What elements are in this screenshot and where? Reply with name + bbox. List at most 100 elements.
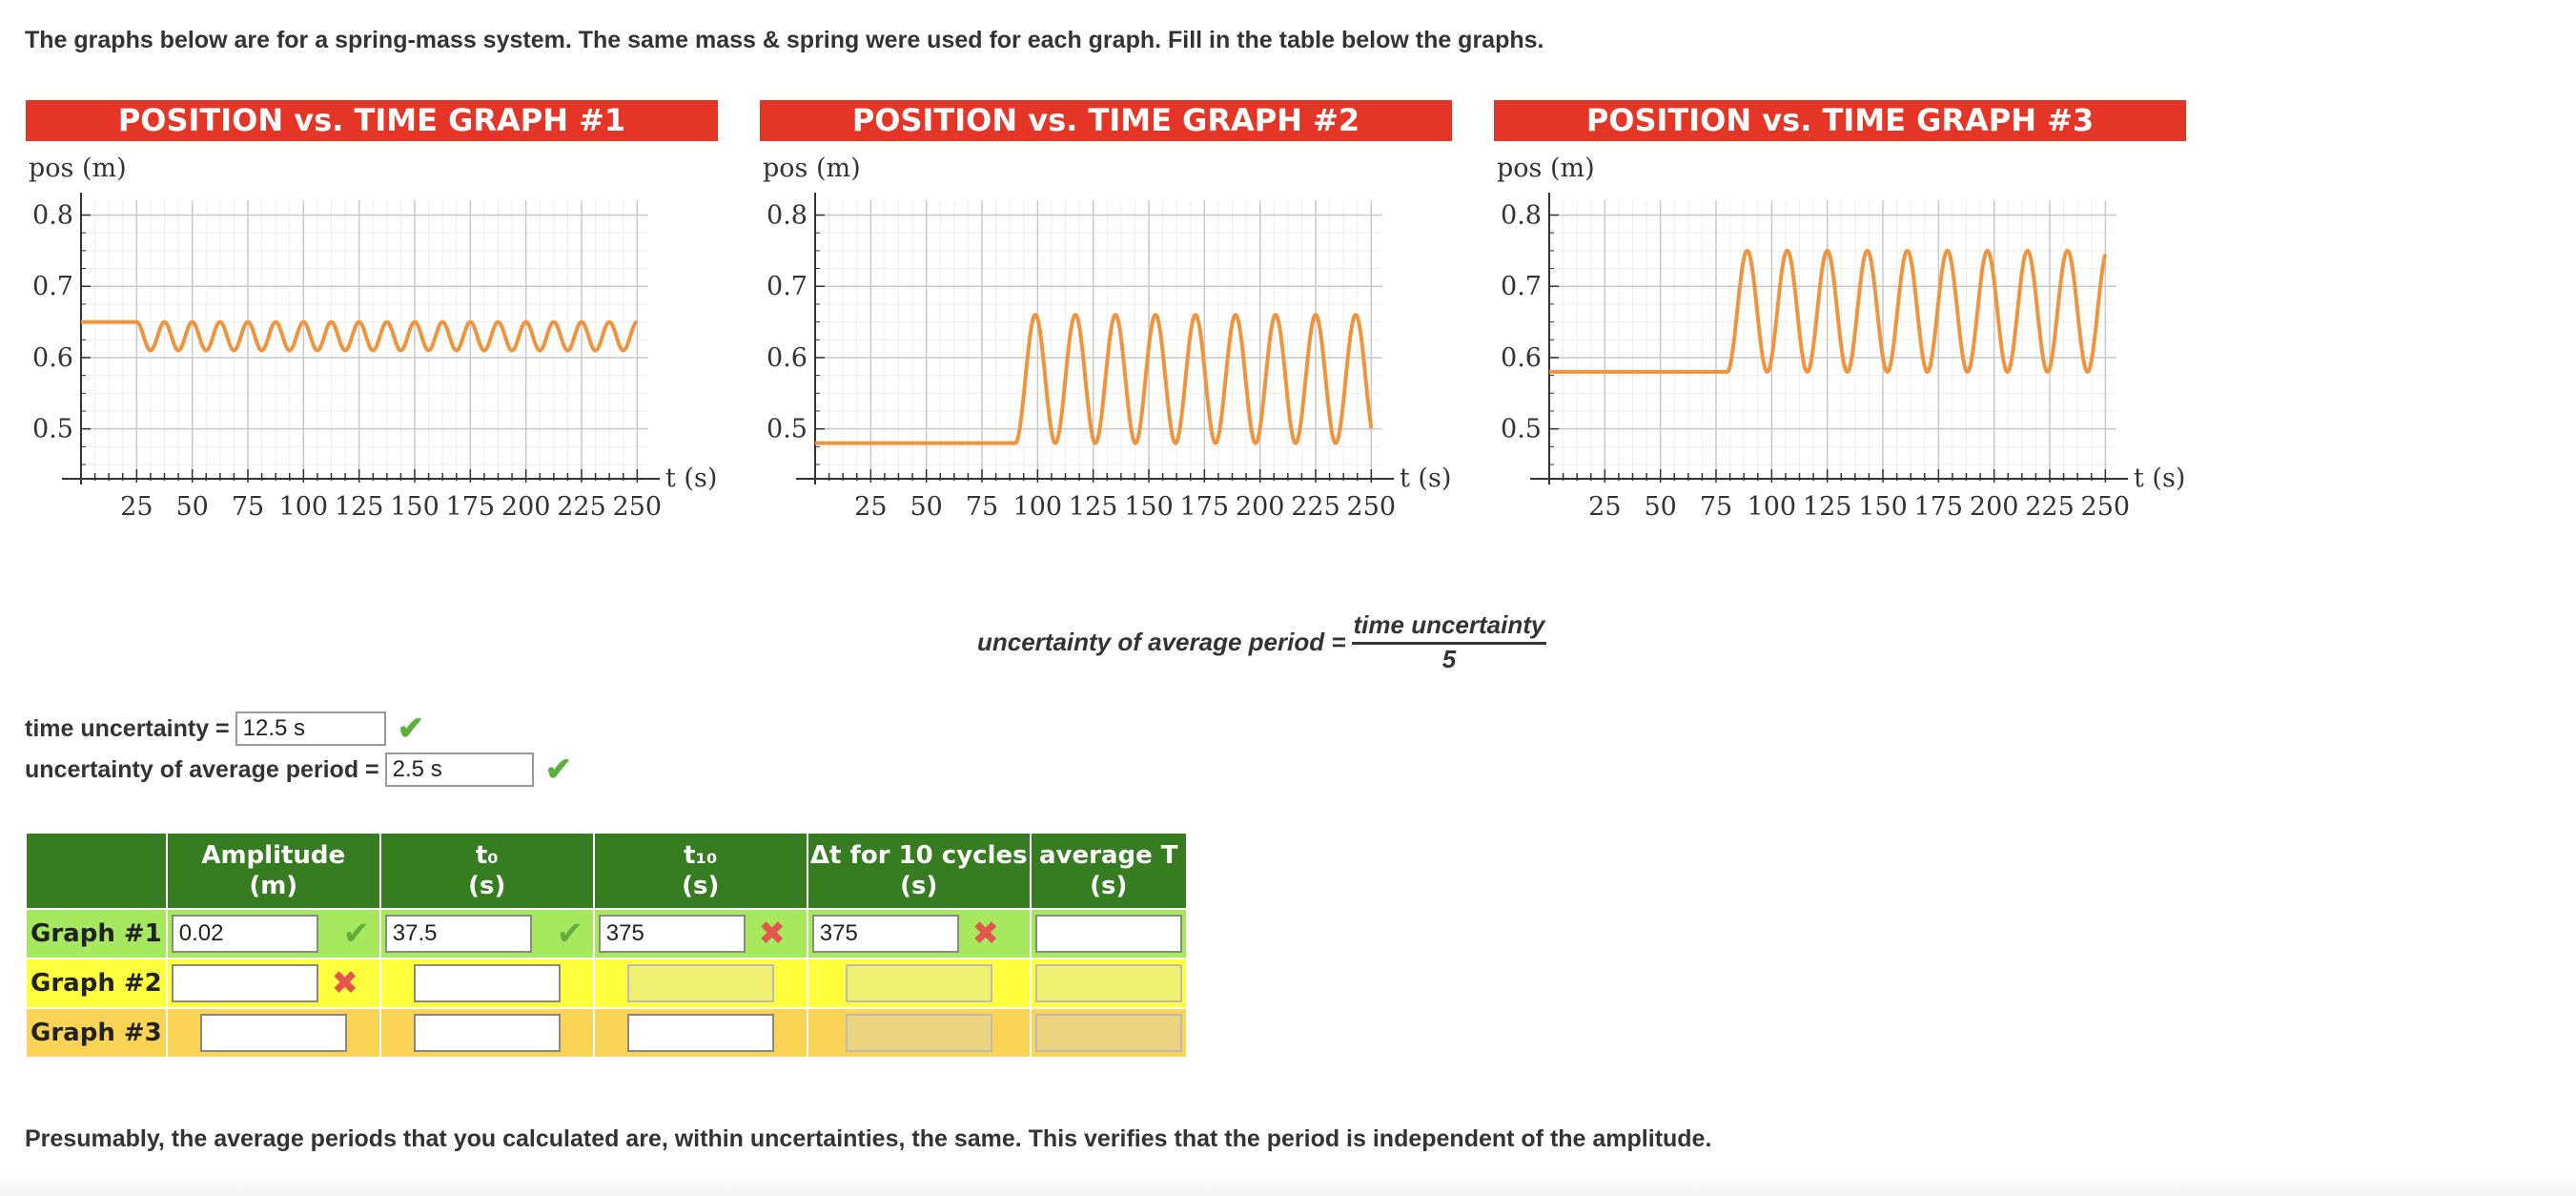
y-tick-label: 0.7: [767, 272, 808, 301]
table-header-row: Amplitude (m) t₀ (s) t₁₀ (s) Δt for 10 cycl…: [25, 832, 1188, 910]
x-tick-label: 75: [966, 492, 998, 522]
table-row: Graph #3: [25, 1007, 1188, 1059]
y-tick-label: 0.6: [32, 343, 73, 373]
x-tick-label: 75: [1700, 492, 1732, 522]
position-series-line: [813, 313, 1374, 445]
time-uncertainty-row: time uncertainty = ✔: [25, 710, 424, 748]
x-tick-label: 200: [1236, 492, 1285, 522]
x-tick-label: 225: [1291, 492, 1340, 522]
x-tick-label: 100: [279, 492, 329, 522]
x-tick-label: 125: [335, 492, 384, 522]
x-tick-label: 175: [1180, 492, 1230, 522]
x-tick-label: 100: [1748, 492, 1797, 522]
x-tick-label: 175: [446, 492, 496, 522]
x-tick-label: 75: [232, 492, 264, 522]
results-table: Amplitude (m) t₀ (s) t₁₀ (s) Δt for 10 cycl…: [25, 832, 1188, 1059]
x-tick-label: 150: [1124, 492, 1174, 522]
x-tick-label: 25: [120, 492, 153, 522]
table-row: Graph #2 ✖: [25, 958, 1188, 1009]
avg-period-uncertainty-input[interactable]: [384, 753, 534, 787]
formula-lhs: uncertainty of average period =: [977, 628, 1346, 656]
avg-period-uncertainty-row: uncertainty of average period = ✔: [25, 751, 572, 789]
position-series-line: [1547, 248, 2108, 374]
x-tick-label: 150: [390, 492, 440, 522]
avg-period-uncertainty-label: uncertainty of average period =: [25, 755, 379, 783]
x-tick-label: 175: [1914, 492, 1964, 522]
position-series-line: [79, 320, 639, 353]
page-bottom-edge: [0, 1171, 2576, 1196]
header-average-t: average T (s): [1029, 832, 1188, 910]
y-tick-label: 0.5: [767, 415, 808, 444]
formula-fraction: time uncertainty 5: [1351, 610, 1547, 674]
x-tick-label: 25: [1588, 492, 1621, 522]
graph-2-amplitude-cross-icon: ✖: [331, 964, 359, 1002]
y-tick-label: 0.6: [1501, 343, 1542, 373]
x-tick-label: 225: [557, 492, 606, 522]
graph-1-t0-check-icon: ✔: [556, 915, 584, 953]
graph-3-average-t-input: [1034, 1014, 1182, 1052]
header-corner: [25, 832, 168, 910]
graph-2-amplitude-input[interactable]: [171, 964, 318, 1002]
graph-1-average-t-input[interactable]: [1034, 915, 1182, 953]
graph-1-delta-t-input[interactable]: [811, 915, 959, 953]
y-tick-label: 0.7: [32, 272, 73, 301]
graph-1-chart: 0.8 0.7 0.6 0.5 25 50 75 100 125 150 175 200 225 250 p…: [29, 154, 717, 522]
header-amplitude: Amplitude (m): [165, 832, 381, 910]
graph-1-t10-cross-icon: ✖: [758, 915, 787, 953]
conclusion-text: Presumably, the average periods that you…: [25, 1125, 1712, 1152]
y-axis-label: pos (m): [763, 154, 861, 183]
row-label-graph-1: Graph #1: [25, 908, 168, 959]
formula-denominator: 5: [1441, 645, 1457, 673]
graph-2-average-t-input: [1034, 964, 1182, 1002]
y-tick-label: 0.6: [767, 343, 808, 373]
graph-1-amplitude-input[interactable]: [171, 915, 318, 953]
x-tick-label: 50: [175, 492, 208, 522]
x-tick-label: 150: [1858, 492, 1908, 522]
x-tick-label: 200: [1970, 492, 2019, 522]
period-uncertainty-formula: uncertainty of average period = time unc…: [977, 610, 1547, 674]
x-tick-label: 25: [854, 492, 887, 522]
x-tick-label: 50: [910, 492, 942, 522]
graph-1-title: POSITION vs. TIME GRAPH #1: [26, 100, 718, 141]
graph-1-t10-input[interactable]: [598, 915, 746, 953]
header-delta-t: Δt for 10 cycles (s): [806, 832, 1032, 910]
avg-period-uncertainty-check-icon: ✔: [544, 752, 573, 788]
y-tick-label: 0.8: [32, 200, 73, 230]
graph-1-delta-t-cross-icon: ✖: [971, 915, 1000, 953]
row-label-graph-2: Graph #2: [25, 958, 168, 1009]
time-uncertainty-input[interactable]: [235, 711, 386, 746]
x-tick-label: 125: [1069, 492, 1118, 522]
graph-3-chart: 0.8 0.7 0.6 0.5 25 50 75 100 125 150 175 200 225 250 p…: [1497, 154, 2185, 522]
graph-1-t0-input[interactable]: [384, 915, 532, 953]
graph-2-delta-t-input: [845, 964, 992, 1002]
x-axis-label: t (s): [1400, 464, 1451, 493]
graph-3-amplitude-input[interactable]: [199, 1014, 347, 1052]
x-axis-label: t (s): [2134, 464, 2185, 493]
instructions-text: The graphs below are for a spring-mass s…: [25, 27, 1544, 53]
graph-3-delta-t-input: [845, 1014, 992, 1052]
graph-3-title: POSITION vs. TIME GRAPH #3: [1494, 100, 2186, 141]
header-t0: t₀ (s): [378, 832, 595, 910]
x-tick-label: 125: [1803, 492, 1852, 522]
y-tick-label: 0.5: [1501, 415, 1542, 444]
time-uncertainty-label: time uncertainty =: [25, 714, 230, 742]
y-tick-label: 0.8: [767, 200, 808, 230]
y-axis-label: pos (m): [1497, 154, 1595, 183]
y-tick-label: 0.5: [32, 415, 73, 444]
x-axis-label: t (s): [665, 464, 717, 493]
graph-2-title: POSITION vs. TIME GRAPH #2: [760, 100, 1452, 141]
time-uncertainty-check-icon: ✔: [397, 711, 425, 747]
y-tick-label: 0.8: [1501, 200, 1542, 230]
x-tick-label: 50: [1644, 492, 1676, 522]
x-tick-label: 200: [501, 492, 551, 522]
y-tick-label: 0.7: [1501, 272, 1542, 301]
graph-2-t10-input: [626, 964, 774, 1002]
x-tick-label: 100: [1013, 492, 1063, 522]
row-label-graph-3: Graph #3: [25, 1007, 168, 1059]
graph-2-t0-input[interactable]: [413, 964, 561, 1002]
table-row: Graph #1 ✔ ✔ ✖ ✖: [25, 908, 1188, 959]
graph-3-t10-input[interactable]: [626, 1014, 774, 1052]
x-tick-label: 250: [613, 492, 663, 522]
graph-1-amplitude-check-icon: ✔: [342, 915, 371, 953]
graph-3-t0-input[interactable]: [413, 1014, 561, 1052]
